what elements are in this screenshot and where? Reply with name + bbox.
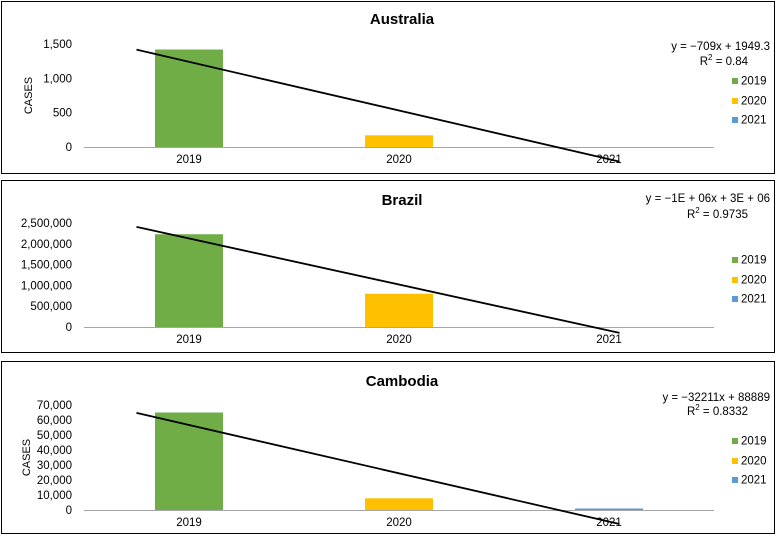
trendline-equation: y = −1E + 06x + 3E + 06 — [646, 193, 770, 205]
y-tick-label: 60,000 — [37, 415, 72, 427]
legend-swatch-2020 — [732, 458, 738, 464]
trendline-equation: y = −32211x + 88889 — [662, 392, 770, 404]
r2-value: = 0.84 — [713, 56, 749, 68]
x-tick-label: 2020 — [386, 334, 412, 346]
legend-label: 2021 — [741, 115, 767, 127]
chart-panel-2: Brazil 0 500,000 1,000,000 1,500,000 2,000,00… — [1, 180, 775, 353]
r2-value: = 0.8332 — [700, 406, 748, 418]
y-tick-label: 1,000,000 — [21, 280, 72, 292]
y-tick-label: 40,000 — [37, 445, 72, 457]
y-tick-label: 0 — [66, 322, 72, 334]
y-tick-label: 20,000 — [37, 475, 72, 487]
r2-superscript: 2 — [695, 206, 700, 215]
trendline-r2: R2 = 0.9735 — [687, 206, 748, 221]
y-tick-label: 10,000 — [37, 490, 72, 502]
legend-swatch-2021 — [732, 296, 738, 302]
trendline-equation: y = −709x + 1949.3 — [671, 41, 770, 53]
trendline-r2: R2 = 0.84 — [700, 53, 749, 68]
trendline — [136, 48, 620, 163]
legend-label: 2019 — [741, 76, 767, 88]
legend-label: 2019 — [741, 436, 767, 448]
x-tick-label: 2019 — [176, 334, 202, 346]
r2-prefix: R — [687, 209, 695, 221]
chart-title: Cambodia — [366, 373, 439, 390]
y-tick-label: 2,000,000 — [21, 239, 72, 251]
bar-2019 — [155, 412, 223, 510]
x-tick-label: 2020 — [386, 154, 412, 166]
legend-label: 2021 — [741, 475, 767, 487]
chart-panel-3: Cambodia CASES 0 10,000 20,000 30,000 40,000 50… — [1, 361, 775, 534]
r2-prefix: R — [687, 406, 695, 418]
y-tick-label: 1,500,000 — [21, 260, 72, 272]
legend-swatch-2021 — [732, 117, 738, 123]
y-tick-label: 1,500 — [43, 39, 72, 51]
chart-title: Australia — [370, 11, 435, 28]
y-tick-label: 0 — [66, 142, 72, 154]
y-tick-label: 50,000 — [37, 430, 72, 442]
bar-2020 — [365, 498, 433, 510]
legend-swatch-2021 — [732, 477, 738, 483]
x-tick-label: 2019 — [176, 517, 202, 529]
legend-swatch-2019 — [732, 257, 738, 263]
bar-2019 — [155, 234, 223, 327]
chart-panel-1: Australia CASES 0 500 1,000 1,500 2019 2020 2021… — [1, 1, 775, 174]
r2-prefix: R — [700, 56, 708, 68]
legend-label: 2020 — [741, 456, 767, 468]
y-tick-label: 2,500,000 — [21, 218, 72, 230]
trendline — [136, 226, 620, 334]
bar-2020 — [365, 293, 433, 327]
trendline-r2: R2 = 0.8332 — [687, 403, 748, 418]
legend-swatch-2020 — [732, 277, 738, 283]
legend-swatch-2019 — [732, 438, 738, 444]
y-tick-label: 70,000 — [37, 400, 72, 412]
bar-2020 — [365, 135, 433, 147]
legend-label: 2019 — [741, 255, 767, 267]
x-tick-label: 2020 — [386, 517, 412, 529]
y-axis-label: CASES — [21, 439, 33, 476]
x-tick-label: 2019 — [176, 154, 202, 166]
r2-value: = 0.9735 — [700, 209, 748, 221]
y-axis-label: CASES — [23, 77, 35, 114]
legend-swatch-2019 — [732, 78, 738, 84]
chart-title: Brazil — [382, 192, 423, 209]
trendline — [136, 412, 620, 525]
r2-superscript: 2 — [695, 403, 700, 412]
y-tick-label: 500,000 — [30, 301, 72, 313]
legend-swatch-2020 — [732, 98, 738, 104]
x-tick-label: 2021 — [596, 334, 622, 346]
legend-label: 2020 — [741, 96, 767, 108]
r2-superscript: 2 — [708, 53, 713, 62]
bar-2019 — [155, 49, 223, 147]
y-tick-label: 1,000 — [43, 73, 72, 85]
bar-2021 — [575, 508, 643, 510]
legend-label: 2021 — [741, 294, 767, 306]
y-tick-label: 30,000 — [37, 460, 72, 472]
legend-label: 2020 — [741, 275, 767, 287]
y-tick-label: 0 — [66, 505, 72, 517]
y-tick-label: 500 — [53, 108, 72, 120]
